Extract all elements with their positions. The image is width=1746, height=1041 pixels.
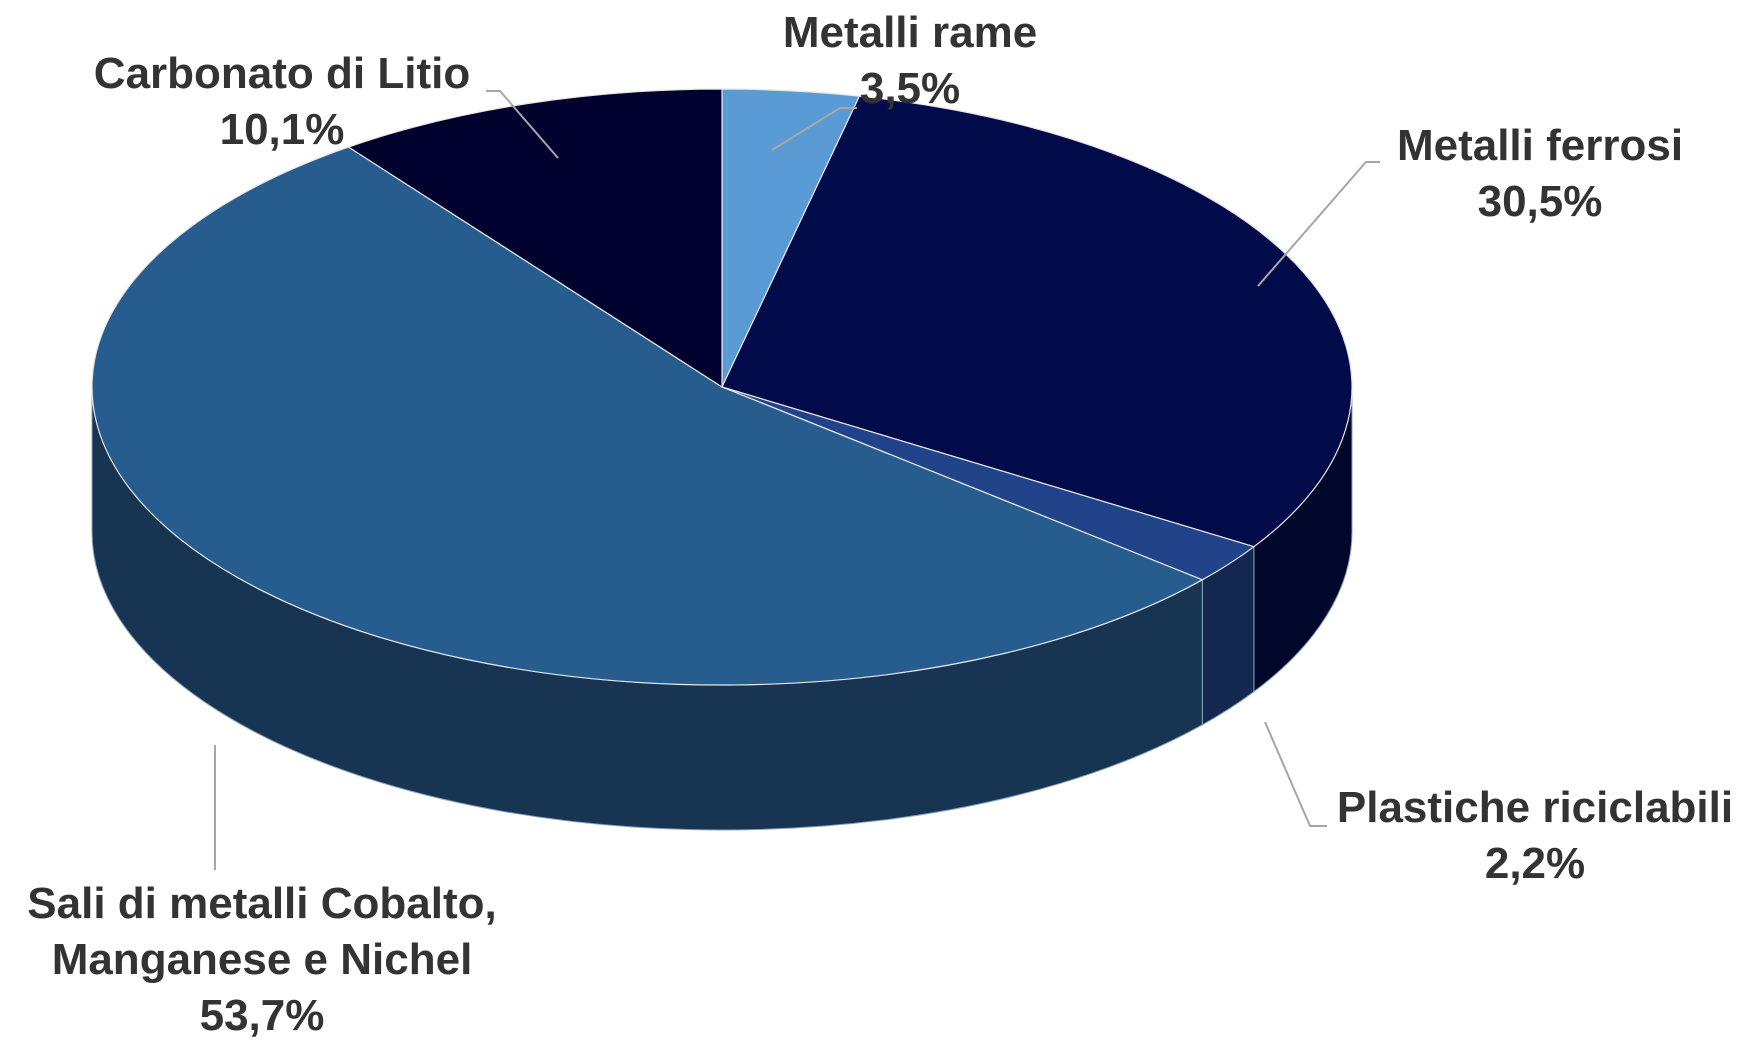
category-label-sali-di-metalli-cobalto-manganese-e-nichel: Sali di metalli Cobalto, <box>27 879 496 928</box>
category-label-sali-di-metalli-cobalto-manganese-e-nichel: Manganese e Nichel <box>52 935 473 984</box>
leader-line-carbonato-di-litio <box>486 90 559 159</box>
value-label-plastiche-riciclabili: 2,2% <box>1485 839 1585 888</box>
value-label-metalli-ferrosi: 30,5% <box>1478 177 1603 226</box>
category-label-metalli-rame: Metalli rame <box>783 8 1037 57</box>
slice-sali-di-metalli-cobalto-manganese-e-nichel <box>91 146 1204 686</box>
category-label-metalli-ferrosi: Metalli ferrosi <box>1397 121 1683 170</box>
label-plastiche-riciclabili: Plastiche riciclabili 2,2% <box>1337 783 1733 888</box>
slice-labels: Metalli rame 3,5% Metalli ferrosi 30,5% Plas… <box>27 8 1733 1040</box>
leader-line-plastiche-riciclabili <box>1264 721 1327 827</box>
category-label-carbonato-di-litio: Carbonato di Litio <box>94 49 470 98</box>
value-label-carbonato-di-litio: 10,1% <box>220 105 345 154</box>
value-label-sali-di-metalli-cobalto-manganese-e-nichel: 53,7% <box>200 991 325 1040</box>
label-metalli-ferrosi: Metalli ferrosi 30,5% <box>1397 121 1683 226</box>
label-metalli-rame: Metalli rame 3,5% <box>783 8 1037 113</box>
leader-lines <box>214 90 1380 870</box>
slice-carbonato-di-litio <box>347 88 723 389</box>
value-label-metalli-rame: 3,5% <box>860 64 960 113</box>
leader-line-metalli-rame <box>771 107 857 151</box>
pie-tops <box>91 88 1353 686</box>
leader-line-metalli-ferrosi <box>1257 161 1380 287</box>
label-carbonato-di-litio: Carbonato di Litio 10,1% <box>94 49 470 154</box>
label-sali-di-metalli-cobalto-manganese-e-nichel: Sali di metalli Cobalto, Manganese e Nich… <box>27 879 496 1040</box>
category-label-plastiche-riciclabili: Plastiche riciclabili <box>1337 783 1733 832</box>
